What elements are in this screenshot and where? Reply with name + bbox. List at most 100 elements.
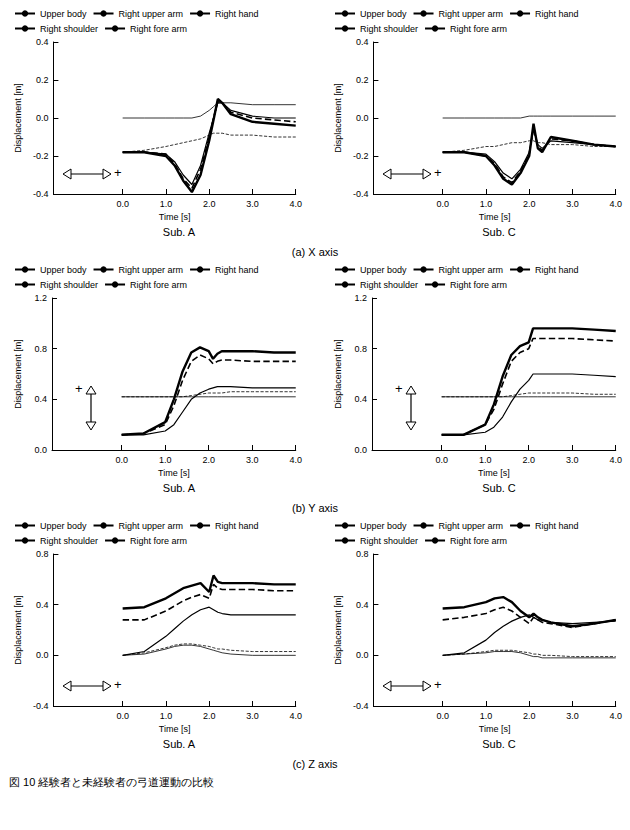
svg-text:0.0: 0.0 bbox=[356, 113, 369, 123]
svg-text:Upper body: Upper body bbox=[40, 521, 87, 531]
svg-text:Time [s]: Time [s] bbox=[479, 212, 511, 222]
svg-text:2.0: 2.0 bbox=[202, 455, 215, 465]
svg-text:Time [s]: Time [s] bbox=[159, 212, 191, 222]
svg-text:3.0: 3.0 bbox=[246, 199, 259, 209]
svg-text:3.0: 3.0 bbox=[246, 711, 259, 721]
svg-text:0.0: 0.0 bbox=[36, 113, 49, 123]
svg-text:Right hand: Right hand bbox=[215, 521, 259, 531]
svg-text:0.4: 0.4 bbox=[34, 394, 47, 404]
svg-text:Displacement [m]: Displacement [m] bbox=[333, 595, 343, 665]
svg-text:Right upper arm: Right upper arm bbox=[119, 265, 184, 275]
svg-text:Right fore arm: Right fore arm bbox=[450, 280, 507, 290]
svg-text:Right hand: Right hand bbox=[535, 521, 579, 531]
svg-text:0.0: 0.0 bbox=[435, 455, 448, 465]
svg-text:0.8: 0.8 bbox=[36, 549, 49, 559]
svg-text:Right fore arm: Right fore arm bbox=[130, 24, 187, 34]
svg-text:0.0: 0.0 bbox=[116, 199, 129, 209]
svg-text:+: + bbox=[434, 677, 442, 692]
svg-text:+: + bbox=[434, 165, 442, 180]
svg-text:Right fore arm: Right fore arm bbox=[130, 536, 187, 546]
svg-text:3.0: 3.0 bbox=[566, 455, 579, 465]
svg-text:Right upper arm: Right upper arm bbox=[439, 9, 504, 19]
svg-text:0.4: 0.4 bbox=[356, 600, 369, 610]
svg-text:1.0: 1.0 bbox=[480, 711, 493, 721]
svg-text:2.0: 2.0 bbox=[203, 199, 216, 209]
svg-text:Time [s]: Time [s] bbox=[158, 468, 190, 478]
svg-text:0.2: 0.2 bbox=[36, 75, 49, 85]
svg-text:Sub. C: Sub. C bbox=[482, 738, 516, 750]
svg-text:0.0: 0.0 bbox=[356, 650, 369, 660]
svg-text:Upper body: Upper body bbox=[40, 9, 87, 19]
svg-text:1.0: 1.0 bbox=[480, 199, 493, 209]
svg-text:-0.2: -0.2 bbox=[33, 151, 49, 161]
svg-text:Right fore arm: Right fore arm bbox=[450, 536, 507, 546]
svg-text:Right fore arm: Right fore arm bbox=[450, 24, 507, 34]
svg-text:4.0: 4.0 bbox=[609, 711, 622, 721]
svg-text:3.0: 3.0 bbox=[566, 199, 579, 209]
svg-text:Upper body: Upper body bbox=[360, 265, 407, 275]
svg-text:Right shoulder: Right shoulder bbox=[40, 24, 98, 34]
svg-text:0.4: 0.4 bbox=[36, 37, 49, 47]
svg-text:0.0: 0.0 bbox=[116, 711, 129, 721]
svg-text:3.0: 3.0 bbox=[566, 711, 579, 721]
svg-text:Right fore arm: Right fore arm bbox=[130, 280, 187, 290]
svg-text:Right shoulder: Right shoulder bbox=[40, 280, 98, 290]
svg-text:-0.4: -0.4 bbox=[353, 189, 369, 199]
svg-text:2.0: 2.0 bbox=[203, 711, 216, 721]
svg-text:+: + bbox=[114, 165, 122, 180]
svg-text:0.0: 0.0 bbox=[436, 199, 449, 209]
svg-text:Sub. C: Sub. C bbox=[482, 482, 516, 494]
svg-text:Right hand: Right hand bbox=[215, 9, 259, 19]
svg-text:Displacement [m]: Displacement [m] bbox=[13, 595, 23, 665]
svg-text:4.0: 4.0 bbox=[289, 199, 302, 209]
svg-text:Right shoulder: Right shoulder bbox=[360, 280, 418, 290]
svg-text:Right upper arm: Right upper arm bbox=[119, 521, 184, 531]
svg-text:Time [s]: Time [s] bbox=[478, 468, 510, 478]
svg-text:Time [s]: Time [s] bbox=[159, 724, 191, 734]
svg-text:Upper body: Upper body bbox=[360, 9, 407, 19]
svg-text:Sub. C: Sub. C bbox=[482, 226, 516, 238]
svg-text:0.0: 0.0 bbox=[34, 445, 47, 455]
svg-text:-0.4: -0.4 bbox=[33, 189, 49, 199]
svg-text:Right upper arm: Right upper arm bbox=[119, 9, 184, 19]
svg-text:4.0: 4.0 bbox=[289, 711, 302, 721]
svg-text:1.0: 1.0 bbox=[159, 455, 172, 465]
svg-text:1.0: 1.0 bbox=[160, 711, 173, 721]
svg-text:4.0: 4.0 bbox=[289, 455, 302, 465]
svg-text:Displacement [m]: Displacement [m] bbox=[13, 339, 23, 409]
svg-text:3.0: 3.0 bbox=[246, 455, 259, 465]
svg-text:4.0: 4.0 bbox=[609, 199, 622, 209]
svg-text:-0.2: -0.2 bbox=[353, 151, 369, 161]
svg-text:1.2: 1.2 bbox=[354, 293, 367, 303]
svg-text:Sub. A: Sub. A bbox=[163, 738, 196, 750]
svg-text:0.4: 0.4 bbox=[354, 394, 367, 404]
svg-text:-0.4: -0.4 bbox=[33, 701, 49, 711]
svg-text:2.0: 2.0 bbox=[523, 711, 536, 721]
svg-text:2.0: 2.0 bbox=[522, 455, 535, 465]
svg-text:Right shoulder: Right shoulder bbox=[360, 24, 418, 34]
svg-text:0.0: 0.0 bbox=[354, 445, 367, 455]
svg-text:Right shoulder: Right shoulder bbox=[360, 536, 418, 546]
svg-text:0.2: 0.2 bbox=[356, 75, 369, 85]
svg-text:+: + bbox=[395, 381, 403, 396]
svg-text:0.4: 0.4 bbox=[356, 37, 369, 47]
svg-text:Upper body: Upper body bbox=[40, 265, 87, 275]
svg-text:4.0: 4.0 bbox=[609, 455, 622, 465]
svg-text:Right hand: Right hand bbox=[535, 265, 579, 275]
svg-text:2.0: 2.0 bbox=[523, 199, 536, 209]
svg-text:0.0: 0.0 bbox=[36, 650, 49, 660]
svg-text:Sub. A: Sub. A bbox=[163, 482, 196, 494]
svg-text:1.0: 1.0 bbox=[160, 199, 173, 209]
svg-text:1.2: 1.2 bbox=[34, 293, 47, 303]
svg-text:Right hand: Right hand bbox=[215, 265, 259, 275]
svg-text:+: + bbox=[75, 381, 83, 396]
svg-text:0.0: 0.0 bbox=[436, 711, 449, 721]
svg-text:Right hand: Right hand bbox=[535, 9, 579, 19]
svg-text:Displacement [m]: Displacement [m] bbox=[13, 83, 23, 153]
svg-text:0.4: 0.4 bbox=[36, 600, 49, 610]
svg-text:Displacement [m]: Displacement [m] bbox=[333, 339, 343, 409]
svg-text:Displacement [m]: Displacement [m] bbox=[333, 83, 343, 153]
svg-text:0.0: 0.0 bbox=[115, 455, 128, 465]
svg-text:0.8: 0.8 bbox=[34, 344, 47, 354]
svg-text:Right upper arm: Right upper arm bbox=[439, 521, 504, 531]
